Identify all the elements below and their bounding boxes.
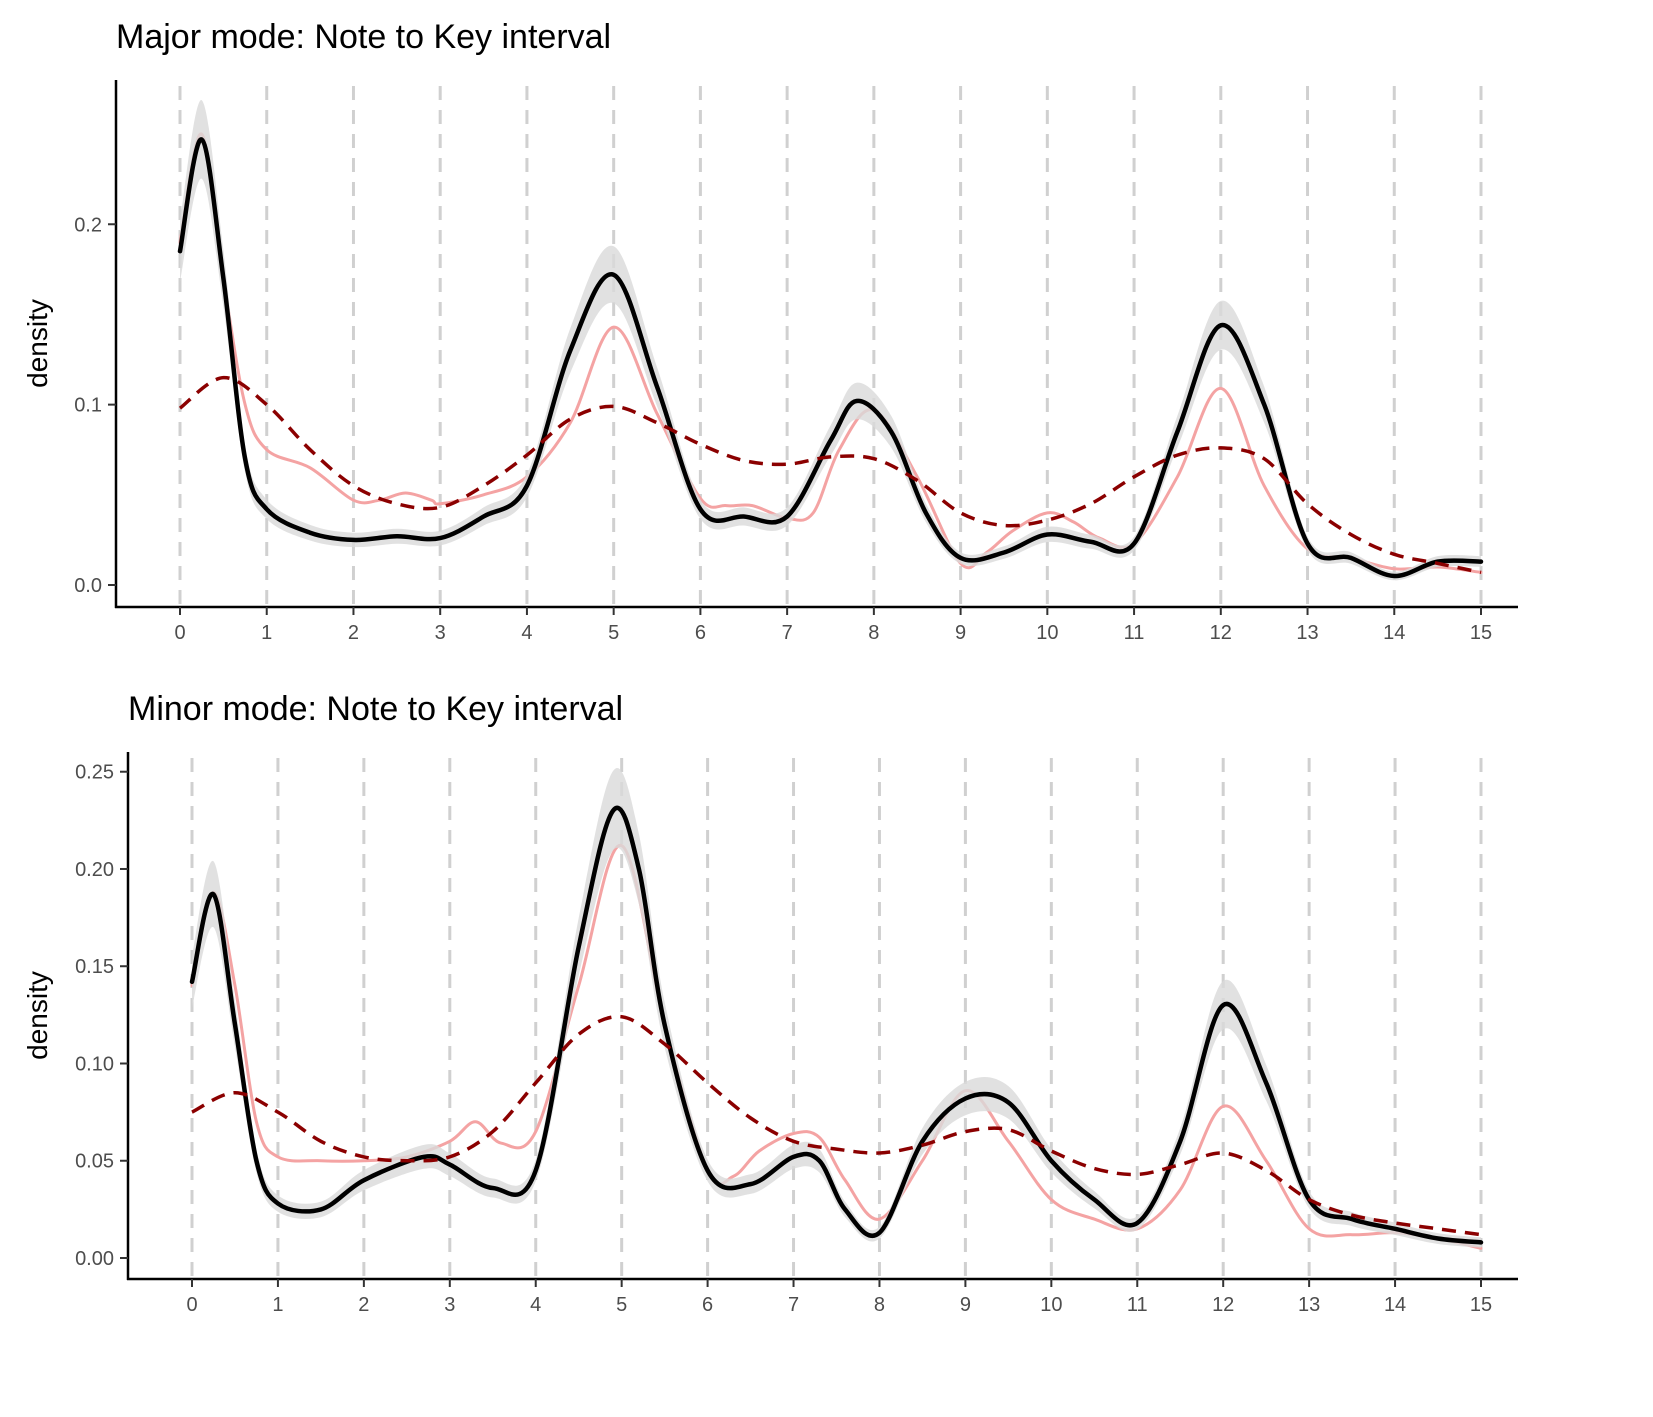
x-tick-label: 14 [1383, 622, 1405, 644]
x-tick-label: 0 [174, 622, 185, 644]
y-tick-label: 0.05 [75, 1151, 114, 1173]
x-tick-label: 8 [868, 622, 879, 644]
x-tick-label: 5 [616, 1294, 627, 1316]
confidence-band [192, 767, 1481, 1248]
series-line-pink [178, 132, 1483, 574]
x-tick-label: 6 [702, 1294, 713, 1316]
y-tick-label: 0.10 [75, 1053, 114, 1075]
x-tick-label: 2 [358, 1294, 369, 1316]
x-tick-label: 4 [530, 1294, 541, 1316]
x-tick-label: 12 [1212, 1294, 1234, 1316]
x-tick-label: 9 [955, 622, 966, 644]
x-tick-label: 11 [1127, 1294, 1148, 1316]
confidence-band [180, 100, 1481, 581]
x-tick-label: 12 [1210, 622, 1232, 644]
x-tick-label: 8 [874, 1294, 885, 1316]
x-tick-label: 15 [1470, 622, 1492, 644]
series-line-pink [190, 844, 1483, 1250]
x-tick-label: 3 [444, 1294, 455, 1316]
x-tick-label: 5 [608, 622, 619, 644]
x-tick-label: 13 [1298, 1294, 1320, 1316]
x-tick-label: 7 [788, 1294, 799, 1316]
y-tick-label: 0.1 [74, 395, 102, 417]
y-tick-label: 0.25 [75, 762, 114, 784]
y-axis-title: density [22, 299, 53, 388]
y-tick-label: 0.00 [75, 1248, 114, 1270]
x-tick-label: 3 [435, 622, 446, 644]
series-line-dashed [178, 375, 1482, 575]
minor-mode-chart: 0 1 2 3 4 5 6 7 8 9 10 11 12 13 14 150.000.050.100.150.… [22, 752, 1518, 1316]
x-tick-label: 2 [348, 622, 359, 644]
series-line-dashed [191, 1014, 1482, 1237]
x-tick-label: 0 [186, 1294, 197, 1316]
x-tick-label: 13 [1296, 622, 1318, 644]
series-line-black [177, 137, 1484, 579]
x-tick-label: 1 [261, 622, 272, 644]
y-tick-label: 0.0 [74, 575, 102, 597]
x-tick-label: 4 [521, 622, 532, 644]
y-tick-label: 0.15 [75, 956, 114, 978]
x-tick-label: 9 [960, 1294, 971, 1316]
x-tick-label: 7 [782, 622, 793, 644]
chart-title: Minor mode: Note to Key interval [128, 690, 624, 728]
x-tick-label: 6 [695, 622, 706, 644]
series-line-black [189, 805, 1484, 1245]
x-tick-label: 1 [272, 1294, 283, 1316]
x-tick-label: 14 [1384, 1294, 1406, 1316]
y-axis-title: density [22, 971, 53, 1060]
x-tick-label: 11 [1124, 622, 1145, 644]
chart-title: Major mode: Note to Key interval [116, 18, 612, 56]
y-tick-label: 0.2 [74, 214, 102, 236]
x-tick-label: 10 [1036, 622, 1058, 644]
y-tick-label: 0.20 [75, 859, 114, 881]
x-tick-label: 15 [1470, 1294, 1492, 1316]
x-tick-label: 10 [1040, 1294, 1062, 1316]
